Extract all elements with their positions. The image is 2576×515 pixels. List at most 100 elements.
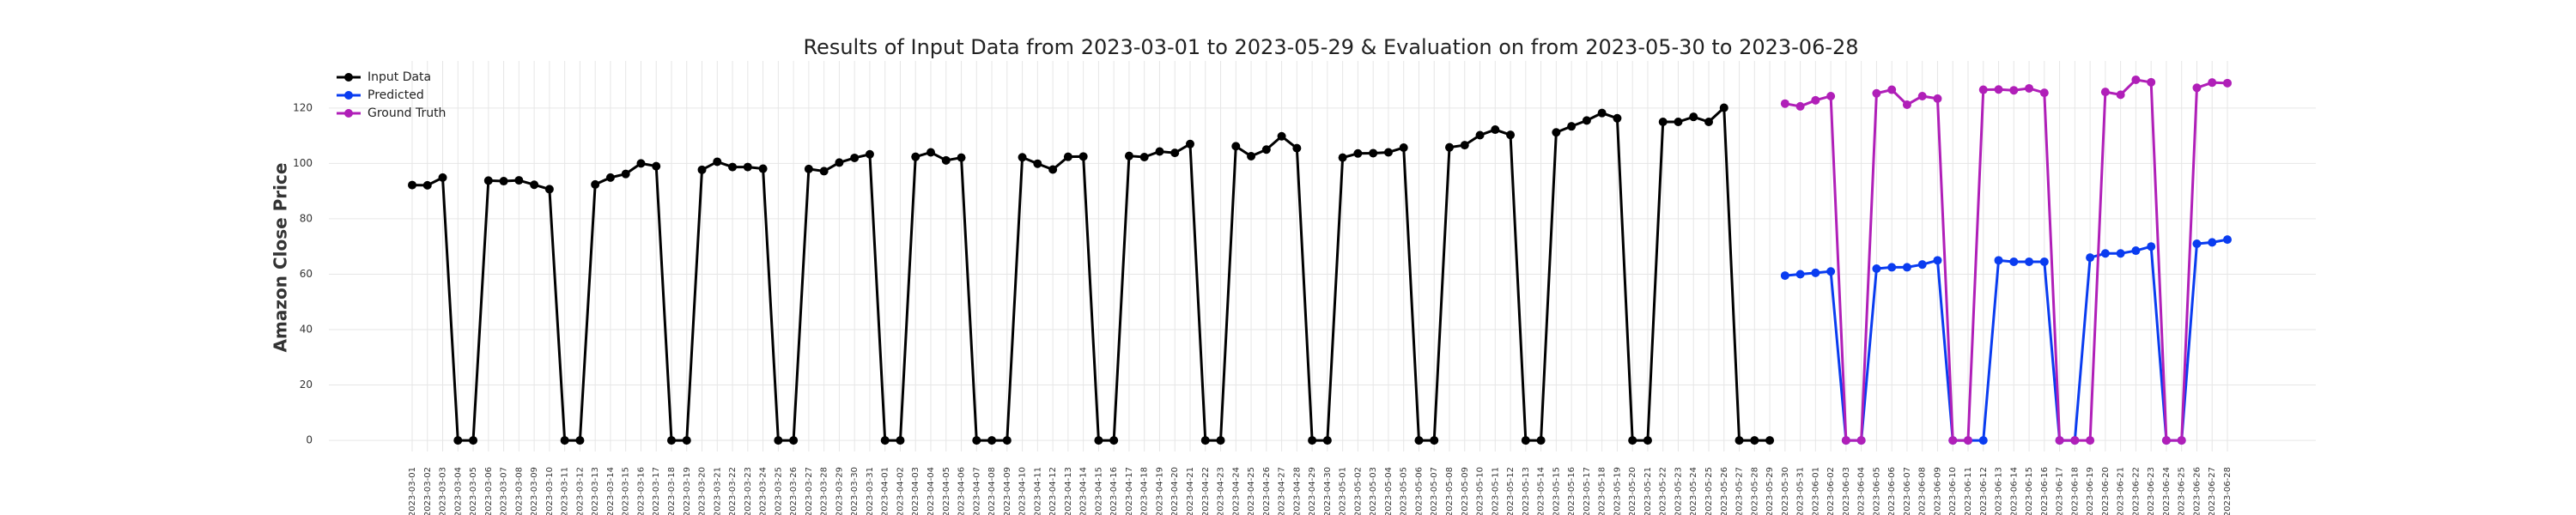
data-point xyxy=(2039,88,2049,98)
x-tick-label: 2023-06-28 xyxy=(2223,467,2233,515)
data-point xyxy=(819,167,829,176)
data-point xyxy=(1338,153,1347,162)
data-point xyxy=(1247,152,1256,161)
data-point xyxy=(1216,436,1225,445)
data-point xyxy=(591,179,600,189)
x-tick-label: 2023-04-17 xyxy=(1125,467,1134,515)
x-tick-label: 2023-03-05 xyxy=(469,467,478,515)
grid xyxy=(329,61,2316,451)
data-point xyxy=(1399,143,1408,153)
x-tick-label: 2023-05-02 xyxy=(1353,467,1363,515)
data-point xyxy=(605,173,615,182)
data-point xyxy=(1475,130,1485,140)
x-tick-label: 2023-06-03 xyxy=(1842,467,1851,515)
x-tick-label: 2023-04-05 xyxy=(942,467,951,515)
x-tick-label: 2023-03-31 xyxy=(866,467,875,515)
x-tick-label: 2023-06-05 xyxy=(1872,467,1881,515)
data-point xyxy=(575,436,585,445)
data-point xyxy=(1811,268,1820,277)
x-tick-label: 2023-03-25 xyxy=(774,467,783,515)
data-point xyxy=(972,436,981,445)
chart-title: Results of Input Data from 2023-03-01 to… xyxy=(803,35,1858,59)
data-point xyxy=(1582,116,1591,125)
x-tick-label: 2023-03-14 xyxy=(606,467,616,515)
x-tick-label: 2023-05-10 xyxy=(1476,467,1485,515)
data-point xyxy=(1277,131,1286,141)
data-point xyxy=(2100,88,2110,97)
x-tick-label: 2023-06-13 xyxy=(1995,467,2004,515)
data-point xyxy=(850,153,860,162)
x-tick-label: 2023-05-15 xyxy=(1552,467,1561,515)
x-tick-label: 2023-04-24 xyxy=(1231,467,1241,515)
x-tick-label: 2023-06-01 xyxy=(1811,467,1820,515)
data-point xyxy=(1994,256,2003,265)
x-tick-label: 2023-05-06 xyxy=(1414,467,1424,515)
x-tick-label: 2023-03-23 xyxy=(744,467,753,515)
data-point xyxy=(1948,436,1958,445)
x-tick-label: 2023-04-22 xyxy=(1201,467,1211,515)
data-point xyxy=(1521,436,1530,445)
x-tick-label: 2023-03-21 xyxy=(713,467,722,515)
legend-marker xyxy=(344,73,353,82)
x-tick-label: 2023-06-04 xyxy=(1857,467,1867,515)
data-point xyxy=(1826,267,1836,276)
x-tick-label: 2023-05-25 xyxy=(1704,467,1714,515)
x-tick-label: 2023-03-06 xyxy=(484,467,494,515)
x-tick-label: 2023-05-11 xyxy=(1491,467,1500,515)
x-tick-label: 2023-04-09 xyxy=(1003,467,1012,515)
data-point xyxy=(1552,128,1561,137)
data-point xyxy=(1094,436,1103,445)
data-point xyxy=(1917,260,1927,270)
data-point xyxy=(2070,436,2080,445)
y-tick-label: 120 xyxy=(293,101,313,113)
data-point xyxy=(1124,151,1133,161)
x-tick-label: 2023-04-14 xyxy=(1079,467,1089,515)
data-point xyxy=(1795,270,1805,279)
data-point xyxy=(743,162,752,172)
x-tick-label: 2023-04-11 xyxy=(1033,467,1042,515)
data-point xyxy=(1292,143,1302,153)
data-point xyxy=(483,176,493,185)
x-tick-label: 2023-03-09 xyxy=(530,467,539,515)
x-tick-label: 2023-05-03 xyxy=(1369,467,1378,515)
x-tick-label: 2023-04-03 xyxy=(911,467,920,515)
x-tick-label: 2023-06-08 xyxy=(1918,467,1928,515)
data-point xyxy=(1658,117,1668,126)
x-tick-label: 2023-05-14 xyxy=(1537,467,1546,515)
data-point xyxy=(2116,249,2125,258)
data-point xyxy=(1933,256,1942,265)
data-point xyxy=(1704,117,1713,126)
data-point xyxy=(1170,148,1180,158)
x-tick-label: 2023-06-20 xyxy=(2101,467,2111,515)
data-point xyxy=(1048,165,1058,174)
data-point xyxy=(2100,249,2110,258)
data-point xyxy=(544,185,554,194)
data-point xyxy=(2208,78,2217,88)
data-point xyxy=(1795,101,1805,111)
data-point xyxy=(2161,436,2171,445)
data-point xyxy=(880,436,890,445)
x-tick-label: 2023-05-16 xyxy=(1567,467,1577,515)
x-tick-label: 2023-05-28 xyxy=(1750,467,1759,515)
data-point xyxy=(1689,112,1698,122)
data-point xyxy=(1735,436,1744,445)
data-point xyxy=(1200,436,1210,445)
data-point xyxy=(774,436,783,445)
x-tick-label: 2023-03-08 xyxy=(514,467,524,515)
data-point xyxy=(1872,88,1881,98)
data-point xyxy=(1780,271,1789,281)
data-point xyxy=(1978,85,1988,94)
data-point xyxy=(911,152,920,161)
x-tick-label: 2023-06-06 xyxy=(1887,467,1897,515)
data-point xyxy=(1383,148,1393,157)
x-tick-label: 2023-03-15 xyxy=(622,467,631,515)
x-tick-label: 2023-05-13 xyxy=(1522,467,1531,515)
x-tick-label: 2023-05-24 xyxy=(1689,467,1698,515)
x-tick-label: 2023-04-25 xyxy=(1247,467,1256,515)
x-tick-label: 2023-06-14 xyxy=(2009,467,2019,515)
x-tick-label: 2023-04-10 xyxy=(1018,467,1028,515)
data-point xyxy=(789,436,799,445)
data-point xyxy=(1933,94,1942,103)
y-tick-label: 60 xyxy=(300,268,313,280)
x-tick-label: 2023-06-22 xyxy=(2131,467,2141,515)
